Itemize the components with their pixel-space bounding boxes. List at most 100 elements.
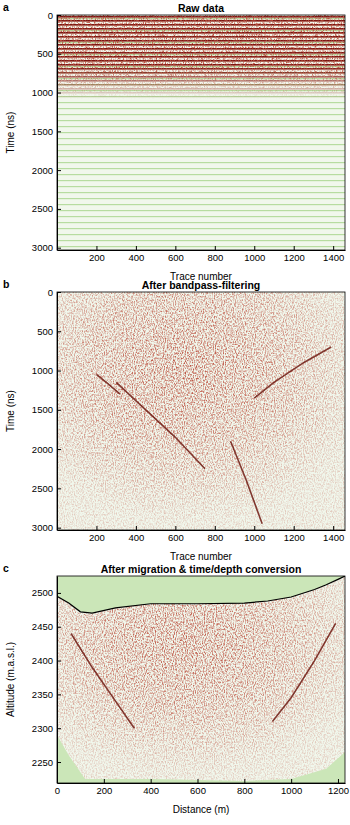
panel-label: a (3, 1, 9, 13)
y-tick-mark (57, 694, 61, 695)
texture (57, 15, 345, 250)
x-axis-title: Trace number (170, 551, 233, 562)
y-tick-label: 0 (48, 287, 53, 298)
y-tick-mark (57, 248, 61, 249)
title: After migration & time/depth conversion (101, 563, 302, 575)
y-tick-mark (57, 528, 61, 529)
y-tick: 2350 (32, 689, 61, 700)
y-tick-label: 2500 (32, 483, 53, 494)
x-tick-label: 400 (128, 532, 144, 543)
y-tick-label: 1500 (32, 404, 53, 415)
x-tick-label: 200 (96, 785, 112, 796)
y-tick-label: 1000 (32, 87, 53, 98)
x-tick-mark (333, 246, 334, 250)
figure: 2004006008001000120014000500100015002000… (0, 0, 350, 825)
x-tick: 200 (89, 246, 105, 263)
x-tick: 400 (128, 526, 144, 543)
panel: 2004006008001000120014000500100015002000… (3, 278, 346, 562)
x-tick-mark (294, 246, 295, 250)
y-tick-mark (57, 661, 61, 662)
y-tick-label: 2500 (32, 203, 53, 214)
x-tick: 400 (143, 779, 159, 796)
x-axis-title: Distance (m) (173, 804, 230, 815)
y-tick: 3000 (32, 522, 61, 533)
y-tick: 500 (37, 326, 61, 337)
x-tick-label: 1400 (323, 252, 344, 263)
y-tick: 3000 (32, 242, 61, 253)
y-tick-mark (57, 410, 61, 411)
y-axis: 225023002350240024502500 (32, 577, 61, 784)
x-tick: 200 (96, 779, 112, 796)
y-tick-label: 500 (37, 326, 53, 337)
x-tick-mark (291, 779, 292, 783)
x-tick: 1200 (284, 526, 305, 543)
panel: 0200400600800100012002250230023502400245… (3, 562, 349, 815)
y-tick-mark (57, 488, 61, 489)
x-tick: 600 (168, 246, 184, 263)
x-tick-mark (215, 526, 216, 530)
x-tick-mark (151, 779, 152, 783)
texture (57, 15, 345, 250)
x-tick-label: 1000 (244, 532, 265, 543)
texture (57, 292, 345, 530)
y-tick-label: 2000 (32, 444, 53, 455)
title: Raw data (178, 2, 224, 14)
y-axis-title: Time (ns) (5, 112, 16, 154)
x-tick-label: 400 (128, 252, 144, 263)
reflector (272, 623, 335, 721)
frame (57, 576, 345, 783)
texture (57, 15, 345, 250)
x-tick: 1000 (244, 526, 265, 543)
y-tick: 0 (48, 287, 61, 298)
x-axis: 200400600800100012001400 (58, 526, 346, 543)
y-axis-title: Altitude (m.a.s.l.) (5, 642, 16, 717)
x-tick-label: 600 (168, 252, 184, 263)
y-tick-mark (57, 331, 61, 332)
y-tick: 1500 (32, 404, 61, 415)
plot-area (57, 15, 345, 250)
x-tick-mark (254, 246, 255, 250)
x-tick-label: 1200 (328, 785, 349, 796)
x-tick-mark (333, 526, 334, 530)
y-tick-label: 500 (37, 48, 53, 59)
x-tick: 600 (168, 526, 184, 543)
y-tick: 500 (37, 48, 61, 59)
reflector (116, 382, 205, 468)
y-tick-label: 1000 (32, 365, 53, 376)
y-axis-title: Time (ns) (5, 390, 16, 432)
y-tick-mark (57, 762, 61, 763)
x-tick-label: 0 (55, 785, 60, 796)
texture (57, 292, 345, 530)
x-tick-mark (215, 246, 216, 250)
x-tick-label: 1000 (281, 785, 302, 796)
x-tick-mark (254, 526, 255, 530)
x-tick: 1400 (323, 246, 344, 263)
y-tick-label: 2350 (32, 689, 53, 700)
x-tick-label: 1200 (284, 252, 305, 263)
y-tick-mark (57, 131, 61, 132)
texture (57, 15, 345, 250)
y-tick: 1000 (32, 365, 61, 376)
plot-area (57, 292, 345, 530)
y-tick: 2000 (32, 165, 61, 176)
y-axis-line (57, 16, 58, 251)
y-tick: 2500 (32, 483, 61, 494)
x-tick-mark (338, 779, 339, 783)
y-tick-mark (57, 209, 61, 210)
plot-area (57, 576, 345, 783)
x-tick: 1400 (323, 526, 344, 543)
panel-label: c (3, 562, 9, 574)
x-tick: 1200 (328, 779, 349, 796)
y-tick: 2250 (32, 757, 61, 768)
y-tick: 2300 (32, 723, 61, 734)
y-tick-label: 3000 (32, 522, 53, 533)
x-tick-mark (136, 526, 137, 530)
y-tick: 0 (48, 10, 61, 21)
x-tick-mark (294, 526, 295, 530)
y-tick-label: 2450 (32, 621, 53, 632)
x-tick-label: 1000 (244, 252, 265, 263)
y-tick: 2450 (32, 621, 61, 632)
frame (57, 292, 345, 530)
x-tick: 1000 (244, 246, 265, 263)
x-tick: 400 (128, 246, 144, 263)
